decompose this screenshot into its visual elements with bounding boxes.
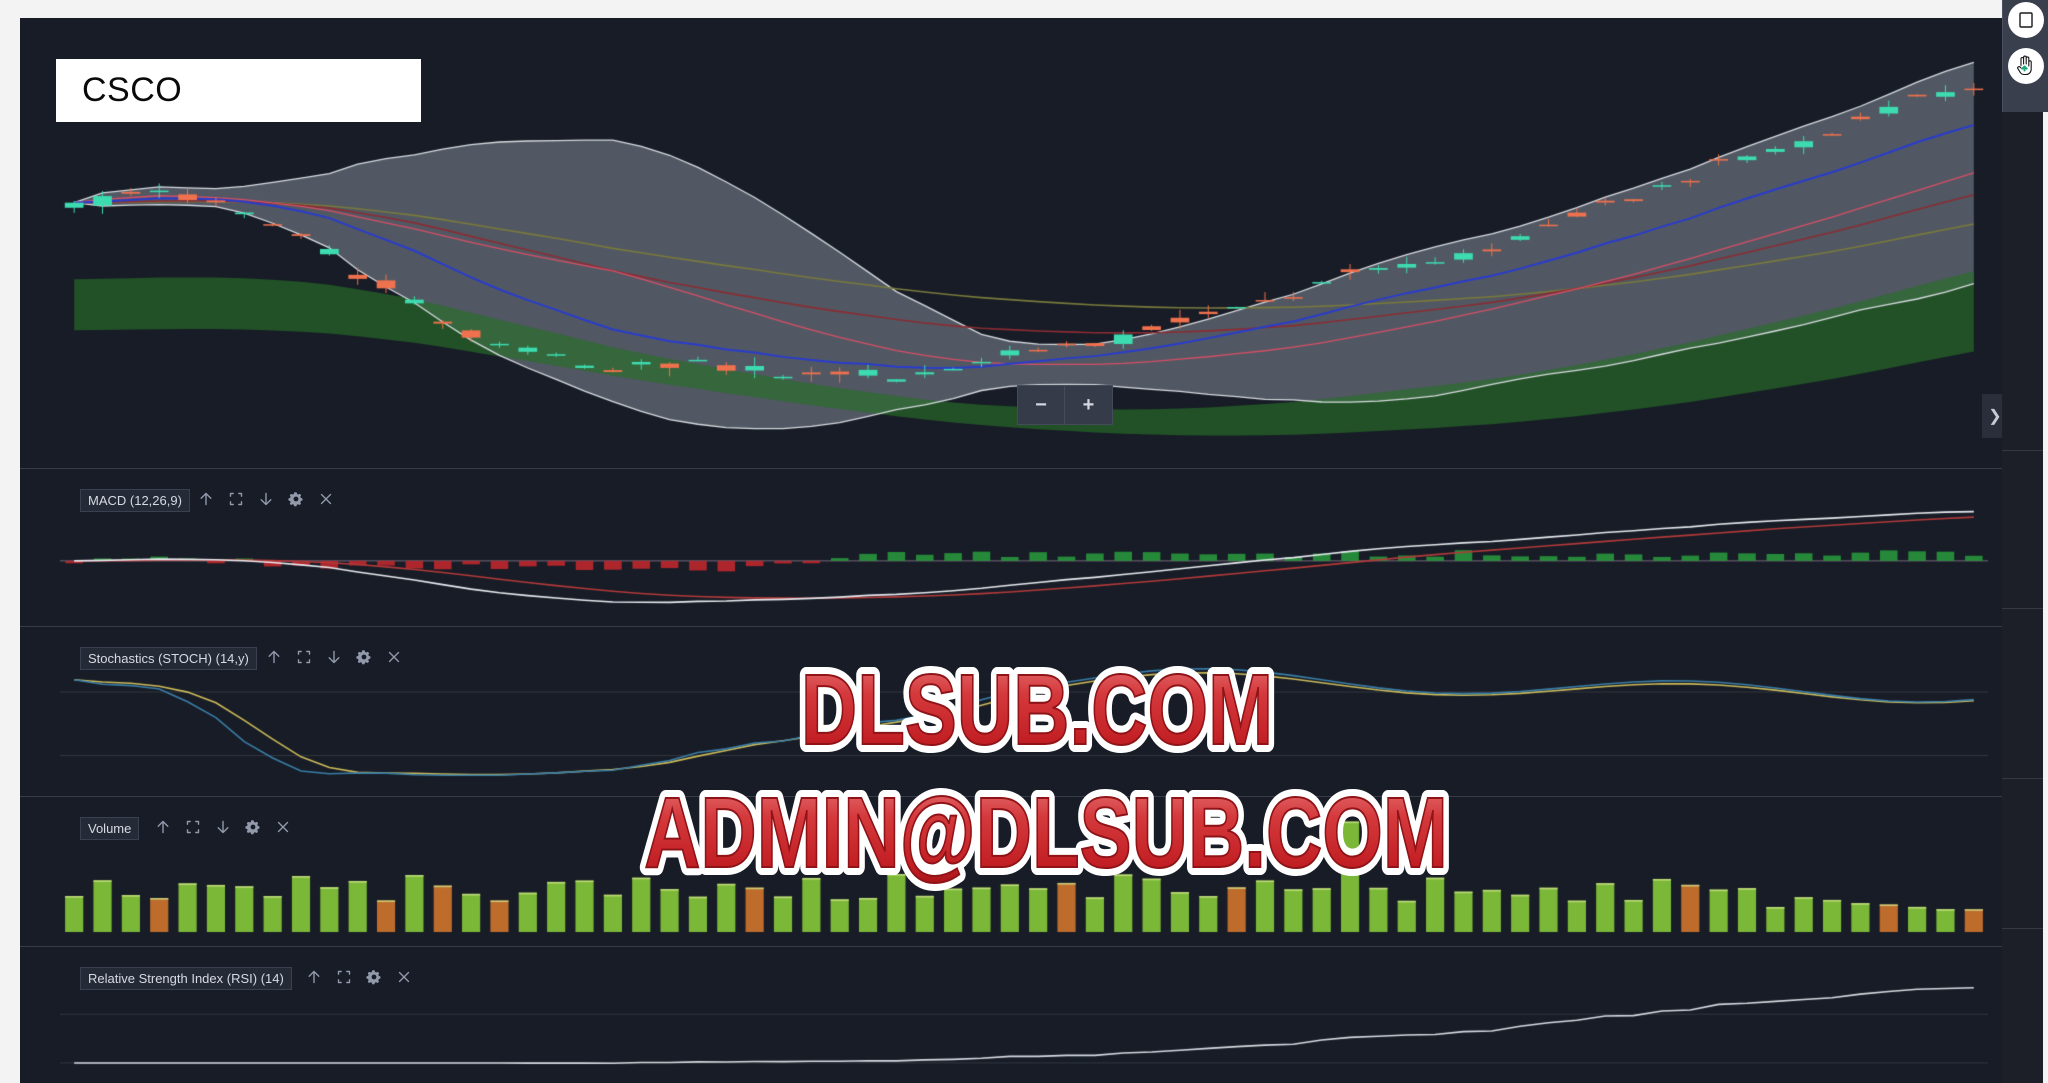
svg-text:DLSUB.COM: DLSUB.COM bbox=[801, 658, 1273, 766]
svg-text:ADMIN@DLSUB.COM: ADMIN@DLSUB.COM bbox=[644, 778, 1448, 890]
